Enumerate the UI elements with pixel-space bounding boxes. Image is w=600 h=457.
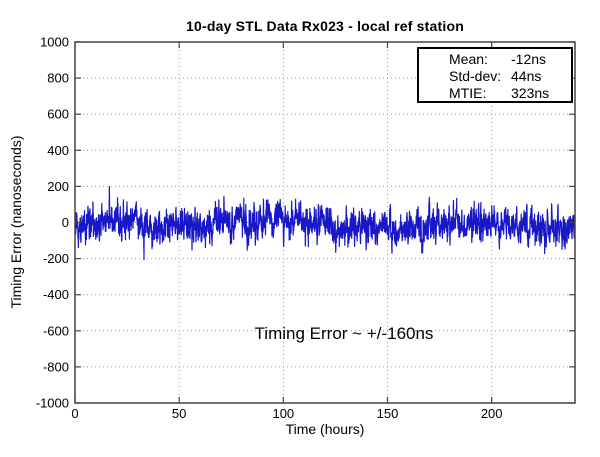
y-tick-label: 800 — [47, 71, 69, 86]
stats-row-stddev: Std-dev: 44ns — [449, 68, 571, 85]
x-tick-label: 0 — [71, 406, 78, 421]
y-tick-label: -400 — [43, 287, 69, 302]
y-tick-label: -1000 — [36, 396, 69, 411]
y-tick-label: -800 — [43, 359, 69, 374]
stats-box: Mean: -12ns Std-dev: 44ns MTIE: 323ns — [417, 47, 573, 103]
y-tick-label: -200 — [43, 251, 69, 266]
stats-stddev-label: Std-dev: — [449, 68, 502, 84]
stats-row-mean: Mean: -12ns — [449, 51, 571, 68]
stats-mtie-label: MTIE: — [449, 85, 487, 101]
x-tick-label: 200 — [481, 406, 503, 421]
y-tick-label: -600 — [43, 323, 69, 338]
y-tick-label: 200 — [47, 179, 69, 194]
y-tick-label: 400 — [47, 143, 69, 158]
stats-stddev-value: 44ns — [511, 68, 542, 84]
y-axis-label: Timing Error (nanoseconds) — [8, 135, 24, 309]
stats-mtie-value: 323ns — [511, 85, 550, 101]
x-axis-label: Time (hours) — [285, 421, 365, 437]
stats-mean-value: -12ns — [511, 51, 547, 67]
x-tick-label: 50 — [172, 406, 186, 421]
chart-title: 10-day STL Data Rx023 - local ref statio… — [186, 18, 464, 34]
x-tick-label: 150 — [377, 406, 399, 421]
x-tick-label: 100 — [272, 406, 294, 421]
signal-trace — [74, 186, 576, 261]
stats-mean-label: Mean: — [449, 51, 488, 67]
stats-row-mtie: MTIE: 323ns — [449, 85, 571, 102]
annotation-label: Timing Error ~ +/-160ns — [254, 324, 434, 343]
y-tick-label: 600 — [47, 107, 69, 122]
y-tick-label: 0 — [62, 215, 69, 230]
y-tick-label: 1000 — [40, 35, 69, 50]
